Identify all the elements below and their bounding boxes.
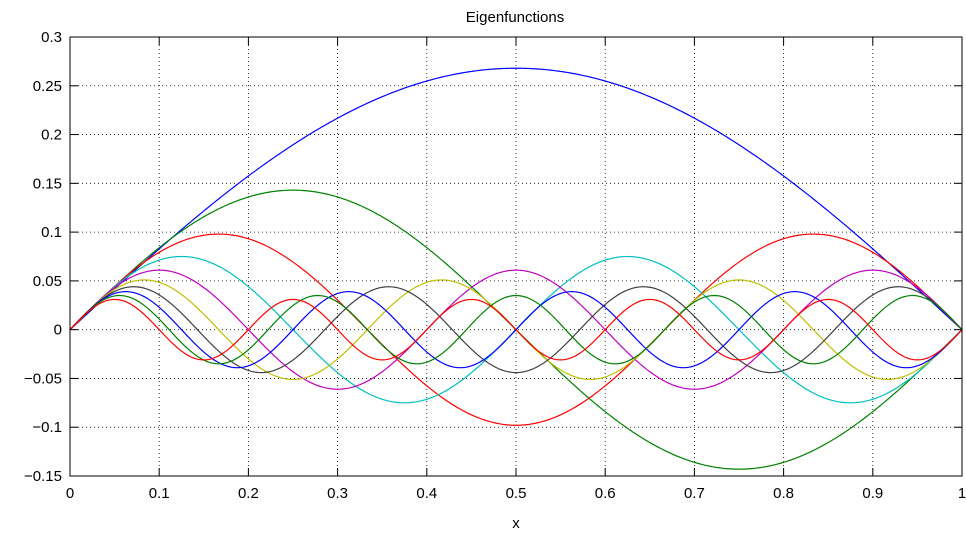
y-tick-labels: −0.15 −0.1 −0.05 0 0.05 0.1 0.15 0.2 0.25 0.3 (24, 29, 62, 485)
y-tick-label: −0.05 (24, 370, 62, 387)
series-line-mode-7 (69, 286, 963, 374)
grid-lines (70, 37, 962, 476)
x-tick-label: 0.9 (862, 485, 883, 502)
y-tick-label: 0.3 (41, 29, 62, 46)
y-tick-label: 0.05 (33, 273, 62, 290)
series-line-mode-3 (69, 233, 963, 426)
y-tick-label: 0.15 (33, 175, 62, 192)
x-tick-labels: 0 0.1 0.2 0.3 0.4 0.5 0.6 0.7 0.8 0.9 1 (66, 485, 966, 502)
plot-frame (69, 36, 963, 477)
x-tick-label: 0 (66, 485, 74, 502)
series-line-mode-5 (69, 269, 963, 390)
series-line-mode-10 (69, 298, 963, 361)
x-tick-label: 0.4 (416, 485, 437, 502)
y-tick-label: 0 (54, 322, 62, 339)
x-tick-label: 0.7 (684, 485, 705, 502)
x-tick-label: 0.5 (506, 485, 527, 502)
x-tick-label: 0.3 (327, 485, 348, 502)
y-tick-label: −0.1 (32, 419, 62, 436)
y-tick-label: 0.2 (41, 127, 62, 144)
x-tick-label: 1 (958, 485, 966, 502)
y-tick-label: −0.15 (24, 468, 62, 485)
y-tick-label: 0.25 (33, 78, 62, 95)
x-tick-label: 0.1 (149, 485, 170, 502)
x-tick-label: 0.2 (238, 485, 259, 502)
series-group (69, 67, 963, 470)
x-axis-label: x (512, 515, 520, 532)
y-tick-label: 0.1 (41, 224, 62, 241)
series-line-mode-1 (69, 67, 963, 331)
x-tick-label: 0.6 (595, 485, 616, 502)
chart-title: Eigenfunctions (466, 9, 564, 26)
series-line-mode-9 (69, 294, 963, 365)
tick-marks (69, 36, 963, 477)
x-tick-label: 0.8 (773, 485, 794, 502)
